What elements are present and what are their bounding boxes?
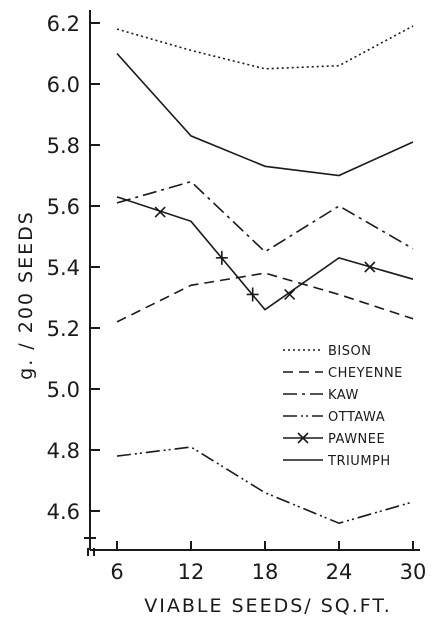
legend-label: KAW (328, 388, 359, 403)
y-tick-label: 6.2 (47, 12, 80, 36)
legend-item-triumph: TRIUMPH (283, 454, 391, 469)
y-tick-label: 5.4 (47, 256, 80, 280)
legend-item-pawnee: PAWNEE (283, 432, 385, 447)
y-ticks: 4.6 4.8 5.0 5.2 5.4 5.6 5.8 6.0 6.2 (47, 12, 100, 524)
series-marker-pawnee (364, 261, 376, 273)
legend-item-bison: BISON (283, 344, 371, 359)
series-line-bison (116, 25, 414, 70)
legend: BISON CHEYENNE KAW OTTAWA PAWNEE TRIUMPH (283, 344, 403, 469)
y-tick-label: 6.0 (47, 73, 80, 97)
series-line-pawnee (116, 196, 414, 311)
y-tick-label: 4.8 (47, 439, 80, 463)
x-tick-label: 18 (252, 560, 279, 584)
y-axis-title: g. / 200 SEEDS (15, 210, 37, 380)
legend-label: PAWNEE (328, 432, 385, 447)
y-tick-label: 4.6 (47, 500, 80, 524)
series-marker-pawnee (215, 250, 228, 265)
x-tick-label: 12 (178, 560, 205, 584)
series-marker-pawnee (246, 287, 259, 302)
series-marker-pawnee (284, 288, 296, 301)
series-line-cheyenne (116, 272, 414, 323)
y-tick-label: 5.0 (47, 378, 80, 402)
x-axis-title: VIABLE SEEDS/ SQ.FT. (144, 595, 392, 617)
legend-label: TRIUMPH (327, 454, 391, 469)
x-tick-label: 30 (400, 560, 427, 584)
legend-item-kaw: KAW (283, 388, 359, 403)
series-line-kaw (116, 180, 414, 253)
legend-item-cheyenne: CHEYENNE (283, 366, 403, 381)
legend-label: OTTAWA (328, 410, 385, 425)
x-tick-label: 24 (326, 560, 353, 584)
y-tick-label: 5.6 (47, 195, 80, 219)
series-marker-pawnee (154, 206, 166, 218)
series-line-ottawa (116, 446, 414, 525)
y-tick-label: 5.2 (47, 317, 80, 341)
x-ticks: 6 12 18 24 30 (110, 541, 426, 584)
series-layer (116, 25, 414, 525)
legend-label: BISON (328, 344, 371, 359)
axes (84, 10, 420, 556)
y-tick-label: 5.8 (47, 134, 80, 158)
x-tick-label: 6 (110, 560, 123, 584)
series-line-triumph (116, 52, 414, 177)
legend-label: CHEYENNE (328, 366, 403, 381)
legend-item-ottawa: OTTAWA (283, 410, 385, 425)
